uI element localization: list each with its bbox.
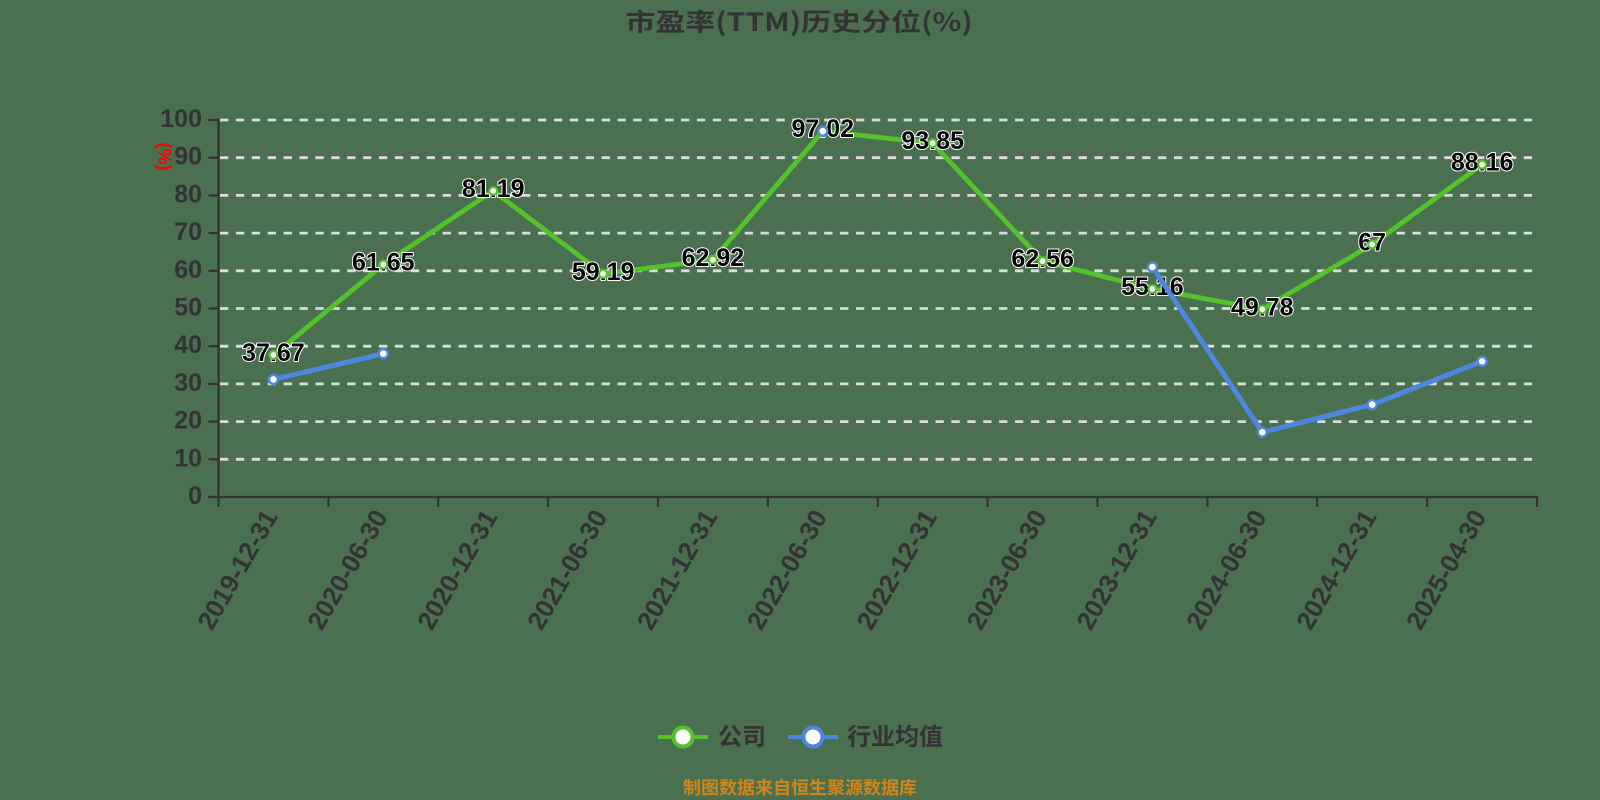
svg-text:(%): (%) <box>155 143 175 171</box>
svg-text:62.92: 62.92 <box>682 244 745 272</box>
svg-text:80: 80 <box>174 180 202 208</box>
svg-text:61.65: 61.65 <box>352 249 415 277</box>
svg-text:50: 50 <box>174 294 202 322</box>
svg-text:70: 70 <box>174 218 202 246</box>
svg-text:60: 60 <box>174 256 202 284</box>
svg-text:100: 100 <box>160 105 202 133</box>
svg-text:90: 90 <box>174 143 202 171</box>
svg-text:10: 10 <box>174 444 202 472</box>
svg-text:88.16: 88.16 <box>1451 149 1514 177</box>
svg-text:0: 0 <box>188 482 202 510</box>
svg-text:40: 40 <box>174 331 202 359</box>
svg-text:30: 30 <box>174 369 202 397</box>
svg-text:20: 20 <box>174 407 202 435</box>
svg-text:37.67: 37.67 <box>242 339 305 367</box>
